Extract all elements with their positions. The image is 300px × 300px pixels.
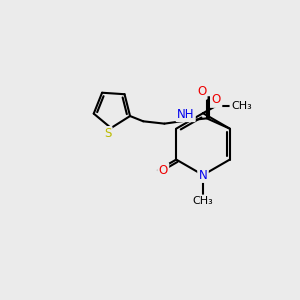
Text: O: O <box>212 93 221 106</box>
Text: NH: NH <box>177 108 194 121</box>
Text: CH₃: CH₃ <box>231 101 252 111</box>
Text: O: O <box>197 85 206 98</box>
Text: CH₃: CH₃ <box>193 196 213 206</box>
Text: N: N <box>199 169 207 182</box>
Text: O: O <box>158 164 168 177</box>
Text: S: S <box>104 128 111 140</box>
